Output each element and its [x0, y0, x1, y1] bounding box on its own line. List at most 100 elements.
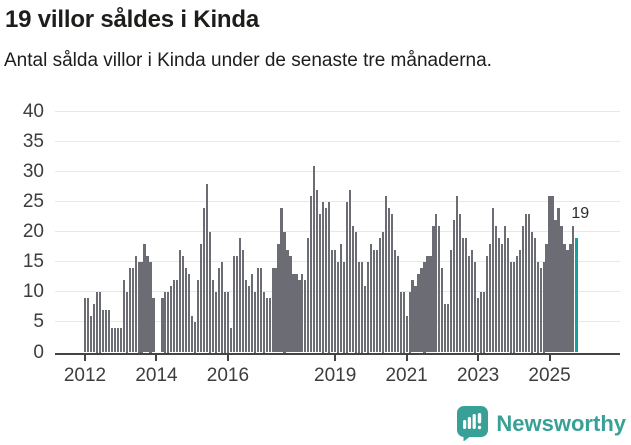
bar	[188, 274, 191, 353]
bar	[83, 298, 87, 353]
bar	[497, 238, 501, 353]
bar	[116, 328, 119, 353]
bar	[503, 226, 506, 353]
x-tick-label: 2025	[528, 364, 571, 386]
bar	[262, 292, 265, 353]
bar	[414, 286, 417, 353]
bar	[197, 280, 200, 353]
bar	[387, 208, 390, 353]
bar	[292, 274, 295, 353]
bar	[220, 262, 224, 353]
bar	[241, 250, 244, 353]
bar	[348, 190, 352, 353]
bar	[277, 244, 280, 353]
bar	[518, 250, 521, 353]
gridline	[55, 261, 620, 263]
bar	[369, 244, 372, 353]
bar	[441, 268, 444, 353]
bar	[509, 262, 512, 353]
bar	[471, 250, 474, 353]
bar	[417, 274, 420, 353]
bar	[491, 208, 495, 353]
y-tick-label: 35	[22, 131, 44, 153]
bar	[572, 226, 575, 353]
bar	[205, 184, 209, 353]
bar	[104, 310, 107, 353]
bar	[86, 298, 90, 353]
bar	[435, 214, 438, 353]
chart-subtitle: Antal sålda villor i Kinda under de sena…	[4, 49, 492, 71]
bar	[563, 244, 566, 353]
bar	[384, 196, 387, 353]
bar	[408, 292, 411, 353]
bar	[485, 256, 489, 353]
bar	[325, 208, 328, 353]
bar	[164, 292, 167, 353]
bar	[250, 274, 253, 353]
x-tick-label: 2021	[385, 364, 428, 386]
bar	[211, 280, 215, 353]
bar	[185, 268, 188, 353]
bar	[152, 298, 155, 353]
newsworthy-logo-icon	[457, 406, 489, 441]
bar	[515, 256, 518, 353]
bar	[304, 280, 307, 353]
bar	[429, 256, 432, 353]
bar	[396, 256, 399, 353]
bar-chart-area: 19 0 5 10 15 20 25 30 35 40 2012 2014 2016 2019 2021 2…	[0, 6, 631, 445]
bar	[551, 196, 554, 353]
highlighted-last-bar	[574, 238, 579, 353]
x-axis-tick	[84, 354, 86, 361]
bar	[334, 250, 337, 353]
bar	[363, 286, 367, 353]
bar	[238, 238, 241, 353]
bar	[527, 214, 530, 353]
gridline	[55, 291, 620, 293]
bar	[247, 286, 250, 353]
bar	[476, 298, 480, 353]
bar	[280, 208, 283, 353]
bar	[271, 268, 274, 353]
bar	[459, 214, 462, 353]
newsworthy-brand-link[interactable]: Newsworthy	[457, 406, 626, 441]
bar	[488, 244, 492, 353]
bar	[393, 250, 396, 353]
bar	[468, 256, 471, 353]
brand-name: Newsworthy	[496, 410, 626, 436]
bar	[146, 256, 149, 353]
gridline	[55, 111, 620, 112]
gridline	[55, 171, 620, 173]
bar	[128, 268, 131, 353]
bar	[438, 226, 441, 353]
bar	[140, 262, 143, 353]
bar	[542, 262, 545, 353]
bar	[456, 196, 459, 353]
y-tick-label: 10	[22, 281, 44, 303]
bar	[98, 292, 101, 353]
y-tick-label: 0	[33, 341, 44, 363]
bar	[372, 250, 375, 353]
bar	[411, 280, 414, 353]
x-axis-line	[55, 352, 620, 355]
y-tick-label: 40	[22, 101, 44, 122]
bar	[420, 268, 423, 353]
bar	[149, 262, 152, 353]
bar	[110, 328, 113, 353]
bar	[107, 310, 110, 353]
bar	[357, 262, 361, 353]
bar	[351, 226, 355, 353]
bar	[536, 262, 539, 353]
bar	[125, 292, 128, 353]
bar	[307, 238, 310, 353]
bar	[253, 292, 256, 353]
bar	[289, 256, 292, 353]
bar	[131, 268, 134, 353]
bar	[569, 244, 572, 353]
bar	[450, 250, 453, 353]
bar	[283, 232, 286, 353]
bar	[494, 226, 498, 353]
bar	[182, 256, 185, 353]
bar	[214, 292, 218, 353]
bar	[366, 262, 369, 353]
bar	[548, 196, 551, 353]
